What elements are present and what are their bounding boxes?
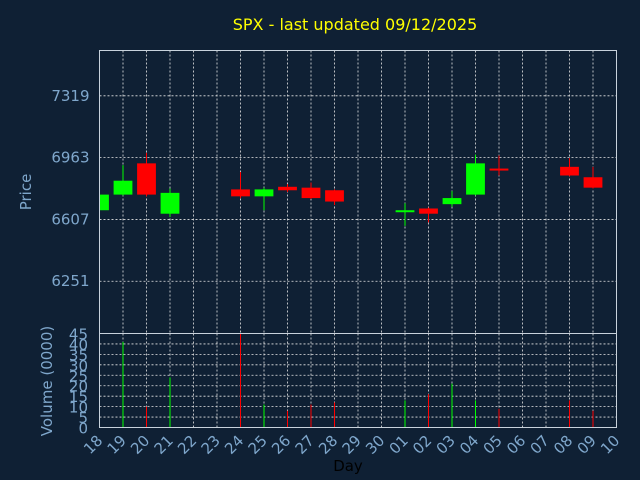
candle-body [301,187,321,199]
x-tick-label: 20 [127,432,153,458]
candle-body [254,189,274,197]
x-tick-label: 06 [503,432,529,458]
volume-bars [122,333,594,428]
candle-body [278,186,297,191]
volume-tick-label: 15 [69,388,88,406]
x-tick-label: 02 [409,432,435,458]
chart-title: SPX - last updated 09/12/2025 [233,15,478,34]
x-tick-label: 26 [268,432,294,458]
x-tick-label: 25 [245,432,271,458]
candle-body [442,198,462,205]
candle-body [113,180,133,195]
x-tick-label: 27 [292,432,318,458]
tick-labels: 6251660769637319051015202530354045181920… [51,87,623,458]
x-axis-label: Day [333,457,363,475]
candle-body [466,163,485,195]
candle-body [99,194,109,211]
price-tick-label: 7319 [51,87,89,105]
price-axis-label: Price [17,174,35,211]
candle-body [160,192,180,214]
volume-axis-label: Volume (0000) [38,326,56,436]
candle-body [489,168,509,171]
x-tick-label: 07 [527,432,553,458]
x-tick-label: 29 [339,432,365,458]
x-tick-label: 28 [315,432,341,458]
price-tick-label: 6963 [51,149,89,167]
x-tick-label: 24 [221,432,247,458]
candle-body [583,177,603,188]
x-tick-label: 03 [433,432,459,458]
candle-body [231,189,250,197]
candle-body [560,166,579,176]
x-tick-label: 30 [362,432,388,458]
candle-body [325,190,344,202]
candles [99,152,603,226]
candle-body [137,163,156,195]
x-tick-label: 23 [198,432,224,458]
price-tick-label: 6251 [51,272,89,290]
x-tick-label: 01 [386,432,412,458]
x-tick-label: 05 [480,432,506,458]
volume-tick-label: 0 [78,420,88,438]
x-tick-label: 08 [550,432,576,458]
volume-tick-label: 30 [69,357,88,375]
volume-tick-label: 10 [69,399,88,417]
price-tick-label: 6607 [51,210,89,228]
volume-tick-label: 20 [69,378,88,396]
candle-body [395,210,415,213]
grid-lines [99,50,617,428]
x-tick-label: 04 [456,432,482,458]
volume-tick-label: 45 [69,326,88,344]
volume-tick-label: 25 [69,367,88,385]
candle-body [419,208,438,214]
volume-tick-label: 5 [78,409,88,427]
x-tick-label: 19 [104,432,130,458]
volume-panel-frame [99,333,617,428]
x-tick-label: 21 [151,432,177,458]
x-tick-label: 10 [597,432,623,458]
volume-tick-label: 40 [69,336,88,354]
x-tick-label: 22 [174,432,200,458]
x-tick-label: 09 [574,432,600,458]
volume-tick-label: 35 [69,346,88,364]
